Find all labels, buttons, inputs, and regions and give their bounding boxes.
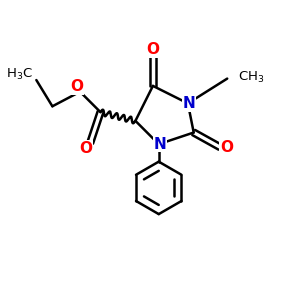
Text: O: O	[220, 140, 233, 154]
Text: N: N	[183, 96, 196, 111]
Text: CH$_3$: CH$_3$	[238, 70, 265, 85]
Text: O: O	[70, 79, 84, 94]
Text: H$_3$C: H$_3$C	[6, 67, 33, 82]
Text: O: O	[80, 141, 92, 156]
Text: N: N	[154, 137, 167, 152]
Text: O: O	[146, 42, 159, 57]
